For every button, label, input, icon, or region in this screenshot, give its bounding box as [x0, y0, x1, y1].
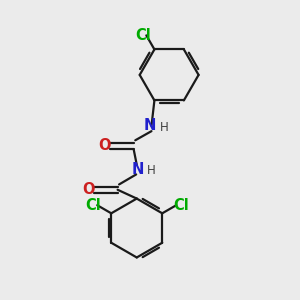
Text: Cl: Cl: [173, 198, 189, 213]
Text: H: H: [160, 121, 168, 134]
Text: N: N: [144, 118, 156, 134]
Text: N: N: [131, 162, 143, 177]
Text: Cl: Cl: [135, 28, 151, 43]
Text: Cl: Cl: [85, 198, 101, 213]
Text: O: O: [82, 182, 95, 197]
Text: H: H: [146, 164, 155, 177]
Text: O: O: [99, 138, 111, 153]
